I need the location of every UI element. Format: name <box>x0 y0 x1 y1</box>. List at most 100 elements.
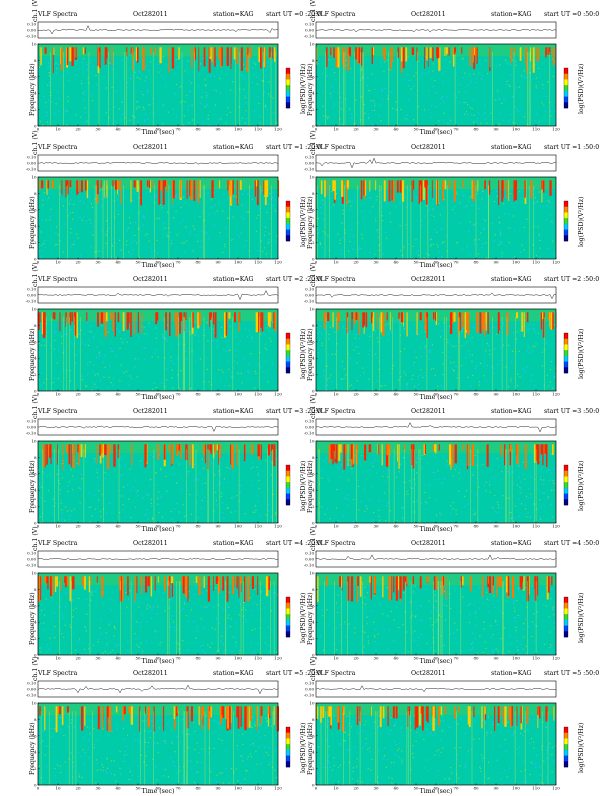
noise-cell <box>146 89 149 91</box>
sferic-mark <box>509 444 511 456</box>
noise-cell <box>42 124 44 126</box>
sferic-mark <box>473 47 475 56</box>
noise-cell <box>355 717 357 719</box>
noise-cell <box>98 374 100 377</box>
noise-cell <box>420 369 422 371</box>
noise-cell <box>528 328 530 330</box>
sferic-mark <box>388 576 391 601</box>
noise-cell <box>262 250 264 252</box>
noise-cell <box>490 636 493 638</box>
noise-cell <box>146 621 148 623</box>
noise-cell <box>206 95 208 97</box>
noise-cell <box>256 76 258 78</box>
noise-cell <box>527 123 529 126</box>
noise-cell <box>351 229 353 231</box>
sferic-mark <box>185 312 187 320</box>
sferic-mark <box>97 47 99 67</box>
noise-cell <box>252 511 254 513</box>
noise-cell <box>345 98 347 100</box>
noise-cell <box>212 340 215 342</box>
noise-cell <box>360 724 362 726</box>
sferic-mark <box>100 312 102 321</box>
panel-date: Oct282011 <box>411 11 446 18</box>
noise-cell <box>350 113 353 115</box>
noise-cell <box>503 627 505 629</box>
panel-date: Oct282011 <box>133 540 168 547</box>
sferic-mark <box>39 706 41 716</box>
noise-cell <box>161 207 163 209</box>
noise-cell <box>415 239 417 241</box>
noise-cell <box>194 730 196 732</box>
noise-cell <box>482 463 484 465</box>
noise-cell <box>455 466 457 468</box>
x-tick-label: 30 <box>373 127 379 132</box>
noise-cell <box>483 719 485 721</box>
noise-cell <box>246 770 248 772</box>
panel-date: Oct282011 <box>133 670 168 677</box>
noise-cell <box>323 460 325 462</box>
noise-cell <box>486 122 488 124</box>
sferic-mark <box>454 706 457 720</box>
x-tick-label: 90 <box>493 392 499 397</box>
noise-cell <box>151 608 153 611</box>
sferic-mark <box>519 47 522 61</box>
noise-cell <box>147 118 149 120</box>
sferic-mark <box>240 180 242 190</box>
colorbar-frame <box>563 596 569 638</box>
noise-cell <box>516 109 518 111</box>
noise-cell <box>273 112 275 114</box>
noise-cell <box>547 652 549 654</box>
noise-cell <box>89 733 91 735</box>
sferic-mark <box>509 444 511 466</box>
noise-cell <box>464 505 466 507</box>
noise-cell <box>267 644 269 646</box>
noise-cell <box>497 98 500 101</box>
noise-cell <box>384 384 386 387</box>
sferic-mark <box>379 706 382 728</box>
noise-cell <box>178 87 181 89</box>
sferic-mark <box>224 312 226 338</box>
sferic-mark <box>259 312 261 333</box>
noise-cell <box>225 350 228 352</box>
y-tick-label: 2 <box>34 636 37 641</box>
noise-cell <box>344 497 346 499</box>
noise-cell <box>393 619 395 621</box>
noise-cell <box>263 247 265 249</box>
panel-header: VLF Spectra Oct282011 station=KAG start UT … <box>316 10 611 20</box>
x-tick-label: 0 <box>37 260 40 265</box>
noise-cell <box>183 219 185 221</box>
sferic-mark <box>66 706 69 713</box>
noise-cell <box>181 782 183 784</box>
sferic-mark <box>88 576 90 593</box>
sferic-mark <box>481 576 484 597</box>
noise-cell <box>414 351 417 353</box>
noise-cell <box>432 70 434 72</box>
noise-cell <box>234 740 236 742</box>
noise-cell <box>84 627 87 629</box>
x-tick-label: 0 <box>315 392 318 397</box>
sferic-mark <box>435 444 437 454</box>
noise-cell <box>121 341 124 343</box>
sferic-mark <box>412 576 414 585</box>
noise-cell <box>550 365 552 367</box>
noise-cell <box>434 650 436 652</box>
noise-cell <box>257 250 259 252</box>
noise-cell <box>80 329 82 331</box>
colorbar-segment <box>286 218 290 225</box>
ch1-tick-label: 0.10 <box>305 155 314 160</box>
noise-cell <box>479 635 481 637</box>
noise-cell <box>551 387 554 389</box>
noise-cell <box>187 620 189 622</box>
sferic-mark <box>345 444 347 454</box>
noise-cell <box>247 193 249 196</box>
noise-cell <box>481 198 483 200</box>
noise-cell <box>229 89 232 91</box>
noise-cell <box>88 647 90 650</box>
ch1-tick-label: -0.10 <box>26 693 37 698</box>
sferic-mark <box>503 180 505 191</box>
noise-cell <box>354 123 356 125</box>
x-axis-label: Time (sec) <box>419 129 453 136</box>
noise-cell <box>330 374 332 376</box>
sferic-mark <box>144 444 147 463</box>
noise-cell <box>244 731 246 733</box>
